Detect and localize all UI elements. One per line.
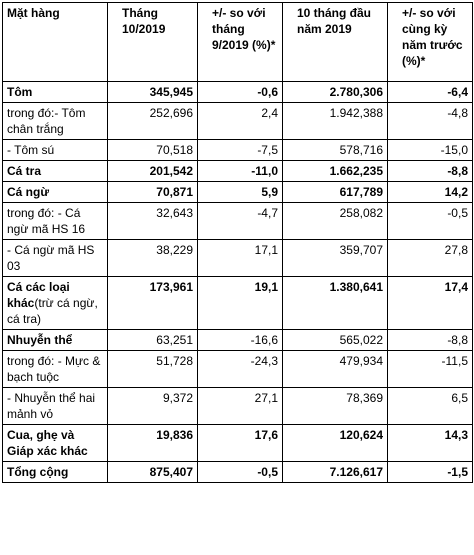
row-label: Cua, ghẹ và Giáp xác khác [2,424,108,462]
value-cell: 578,716 [282,139,388,161]
value-cell: 2,4 [197,102,283,140]
value-cell: 63,251 [107,329,198,351]
value-cell: 14,2 [387,181,473,203]
row-label-note: (trừ cá ngừ, cá tra) [7,296,98,326]
value-cell: 1.662,235 [282,160,388,182]
value-cell: 17,1 [197,239,283,277]
value-cell: 565,022 [282,329,388,351]
value-cell: -4,7 [197,202,283,240]
row-label: Cá ngừ [2,181,108,203]
table-row: - Tôm sú 70,518 -7,5 578,716 -15,0 [2,139,473,161]
value-cell: 38,229 [107,239,198,277]
value-cell: 14,3 [387,424,473,462]
row-label: trong đó:- Tôm chân trắng [2,102,108,140]
value-cell: -16,6 [197,329,283,351]
row-label: trong đó: - Cá ngừ mã HS 16 [2,202,108,240]
value-cell: 7.126,617 [282,461,388,483]
value-cell: -8,8 [387,329,473,351]
value-cell: 19,836 [107,424,198,462]
table-row: Cua, ghẹ và Giáp xác khác 19,836 17,6 120,6… [2,424,473,462]
row-label: Tôm [2,81,108,103]
data-table: Mặt hàng Tháng 10/2019 +/- so với tháng 9/… [2,2,473,483]
table-row: - Nhuyễn thể hai mảnh vỏ 9,372 27,1 78,369 6… [2,387,473,425]
value-cell: -11,5 [387,350,473,388]
table-row: Tôm 345,945 -0,6 2.780,306 -6,4 [2,81,473,103]
value-cell: -0,6 [197,81,283,103]
table-row: Cá ngừ 70,871 5,9 617,789 14,2 [2,181,473,203]
value-cell: 617,789 [282,181,388,203]
value-cell: -7,5 [197,139,283,161]
header-row: Mặt hàng Tháng 10/2019 +/- so với tháng 9/… [2,2,473,82]
row-label: - Nhuyễn thể hai mảnh vỏ [2,387,108,425]
table-row: trong đó: - Mực & bạch tuộc 51,728 -24,3 47… [2,350,473,388]
row-label: trong đó: - Mực & bạch tuộc [2,350,108,388]
value-cell: 27,1 [197,387,283,425]
row-label: Tổng cộng [2,461,108,483]
value-cell: 19,1 [197,276,283,330]
value-cell: -6,4 [387,81,473,103]
value-cell: 32,643 [107,202,198,240]
value-cell: 17,4 [387,276,473,330]
value-cell: 27,8 [387,239,473,277]
header-cell: 10 tháng đầu năm 2019 [282,2,388,82]
table-row: - Cá ngừ mã HS 03 38,229 17,1 359,707 27,8 [2,239,473,277]
value-cell: 17,6 [197,424,283,462]
header-cell: +/- so với cùng kỳ năm trước (%)* [387,2,473,82]
value-cell: -1,5 [387,461,473,483]
table-row: Nhuyễn thể 63,251 -16,6 565,022 -8,8 [2,329,473,351]
value-cell: 201,542 [107,160,198,182]
value-cell: 252,696 [107,102,198,140]
row-label: Cá tra [2,160,108,182]
value-cell: 173,961 [107,276,198,330]
row-label: Nhuyễn thể [2,329,108,351]
row-label: - Tôm sú [2,139,108,161]
value-cell: 1.380,641 [282,276,388,330]
value-cell: 5,9 [197,181,283,203]
value-cell: 875,407 [107,461,198,483]
value-cell: 6,5 [387,387,473,425]
value-cell: 9,372 [107,387,198,425]
header-cell: +/- so với tháng 9/2019 (%)* [197,2,283,82]
value-cell: -4,8 [387,102,473,140]
table-row: trong đó: - Cá ngừ mã HS 16 32,643 -4,7 258… [2,202,473,240]
value-cell: 70,518 [107,139,198,161]
row-label: Cá các loại khác(trừ cá ngừ, cá tra) [2,276,108,330]
value-cell: 70,871 [107,181,198,203]
value-cell: 359,707 [282,239,388,277]
value-cell: -15,0 [387,139,473,161]
value-cell: -11,0 [197,160,283,182]
value-cell: -8,8 [387,160,473,182]
table-row: trong đó:- Tôm chân trắng 252,696 2,4 1.942… [2,102,473,140]
value-cell: 1.942,388 [282,102,388,140]
row-label-text: Cá các loại khác [7,280,70,310]
value-cell: -24,3 [197,350,283,388]
table-body: Tôm 345,945 -0,6 2.780,306 -6,4 trong đó:- Tô… [2,81,473,483]
value-cell: 2.780,306 [282,81,388,103]
value-cell: 78,369 [282,387,388,425]
value-cell: 479,934 [282,350,388,388]
value-cell: 120,624 [282,424,388,462]
value-cell: 51,728 [107,350,198,388]
table-row: Cá tra 201,542 -11,0 1.662,235 -8,8 [2,160,473,182]
table-row: Tổng cộng 875,407 -0,5 7.126,617 -1,5 [2,461,473,483]
value-cell: -0,5 [197,461,283,483]
row-label: - Cá ngừ mã HS 03 [2,239,108,277]
value-cell: 345,945 [107,81,198,103]
header-cell: Tháng 10/2019 [107,2,198,82]
value-cell: -0,5 [387,202,473,240]
value-cell: 258,082 [282,202,388,240]
header-cell: Mặt hàng [2,2,108,82]
table-row: Cá các loại khác(trừ cá ngừ, cá tra) 173,… [2,276,473,330]
